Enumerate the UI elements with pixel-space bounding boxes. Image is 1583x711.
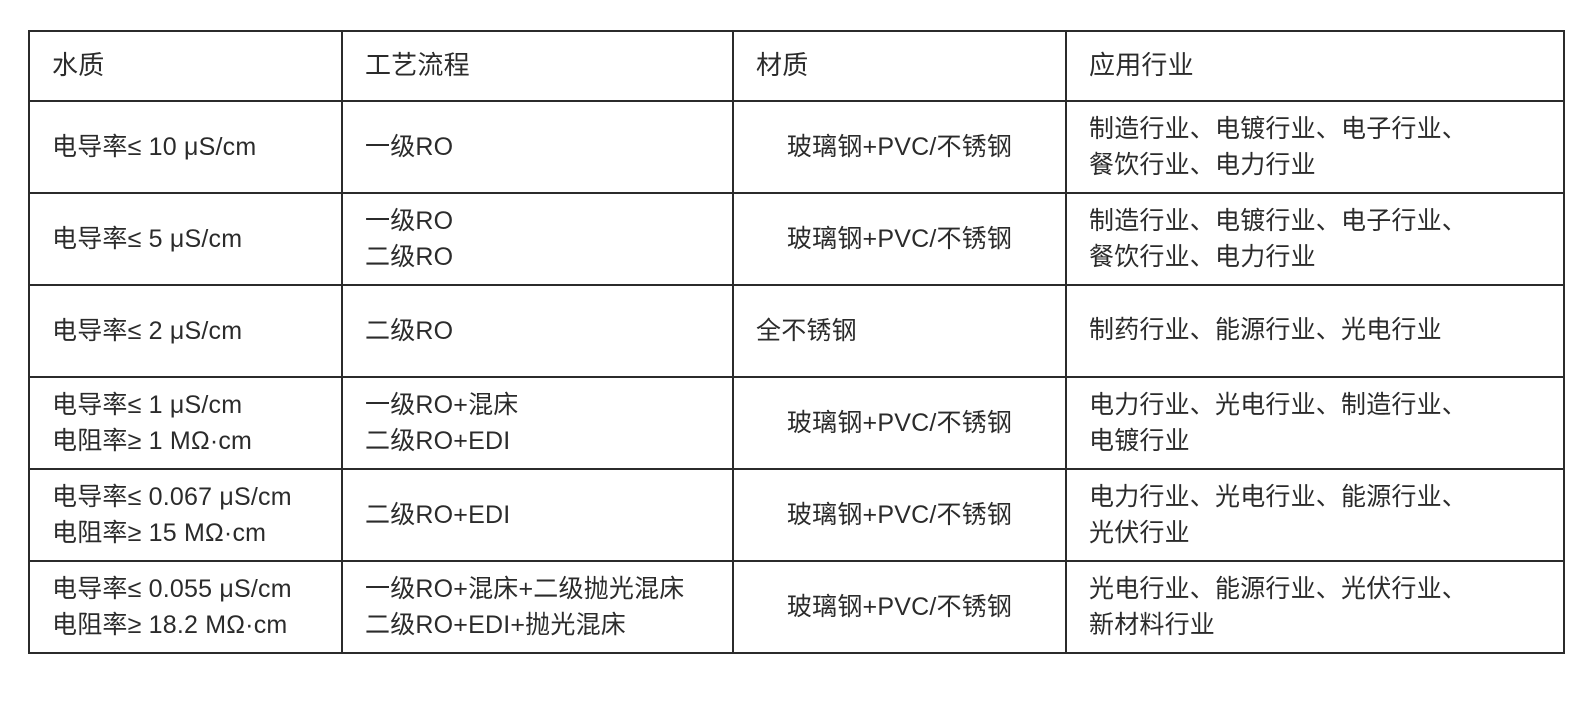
cell-text-line: 制药行业、能源行业、光电行业 <box>1089 316 1442 345</box>
cell-text-line: 全不锈钢 <box>756 316 857 345</box>
cell-industry: 光电行业、能源行业、光伏行业、 新材料行业 <box>1065 560 1565 654</box>
cell-water-quality: 电导率≤ 0.067 μS/cm 电阻率≥ 15 MΩ·cm <box>28 468 343 562</box>
column-header-water-quality: 水质 <box>28 30 343 102</box>
cell-text-line: 玻璃钢+PVC/不锈钢 <box>786 408 1013 437</box>
cell-material: 全不锈钢 <box>732 284 1067 378</box>
cell-industry: 制药行业、能源行业、光电行业 <box>1065 284 1565 378</box>
cell-industry: 制造行业、电镀行业、电子行业、 餐饮行业、电力行业 <box>1065 192 1565 286</box>
cell-text-line: 二级RO <box>365 316 454 345</box>
cell-text-line: 制造行业、电镀行业、电子行业、 <box>1089 206 1468 235</box>
cell-text-line: 制造行业、电镀行业、电子行业、 <box>1089 114 1468 143</box>
cell-water-quality: 电导率≤ 0.055 μS/cm 电阻率≥ 18.2 MΩ·cm <box>28 560 343 654</box>
cell-text-line: 餐饮行业、电力行业 <box>1089 243 1316 271</box>
cell-text-line: 电阻率≥ 18.2 MΩ·cm <box>52 611 288 639</box>
cell-text-line: 二级RO+EDI <box>365 500 511 529</box>
cell-text-line: 电导率≤ 0.055 μS/cm <box>52 574 292 603</box>
cell-text-line: 电阻率≥ 15 MΩ·cm <box>52 519 267 547</box>
cell-text-line: 餐饮行业、电力行业 <box>1089 151 1316 179</box>
cell-text-line: 电导率≤ 2 μS/cm <box>52 316 243 345</box>
cell-text-line: 电力行业、光电行业、能源行业、 <box>1089 482 1468 511</box>
cell-industry: 电力行业、光电行业、能源行业、 光伏行业 <box>1065 468 1565 562</box>
table-row: 电导率≤ 5 μS/cm 一级RO 二级RO 玻璃钢+PVC/不锈钢 制造行业、电镀行业… <box>28 192 1565 286</box>
cell-text-line: 二级RO+EDI+抛光混床 <box>365 611 626 639</box>
cell-text-line: 一级RO+混床 <box>365 390 519 419</box>
cell-material: 玻璃钢+PVC/不锈钢 <box>732 192 1067 286</box>
cell-water-quality: 电导率≤ 10 μS/cm <box>28 100 343 194</box>
cell-text-line: 电导率≤ 5 μS/cm <box>52 224 243 253</box>
cell-water-quality: 电导率≤ 5 μS/cm <box>28 192 343 286</box>
cell-text-line: 电导率≤ 0.067 μS/cm <box>52 482 292 511</box>
cell-text-line: 光电行业、能源行业、光伏行业、 <box>1089 574 1468 603</box>
cell-process-flow: 二级RO <box>341 284 734 378</box>
cell-process-flow: 一级RO 二级RO <box>341 192 734 286</box>
cell-text-line: 电镀行业 <box>1089 427 1190 455</box>
cell-text-line: 新材料行业 <box>1089 611 1216 639</box>
cell-text-line: 光伏行业 <box>1089 519 1190 547</box>
cell-industry: 制造行业、电镀行业、电子行业、 餐饮行业、电力行业 <box>1065 100 1565 194</box>
cell-material: 玻璃钢+PVC/不锈钢 <box>732 468 1067 562</box>
cell-process-flow: 一级RO+混床 二级RO+EDI <box>341 376 734 470</box>
cell-material: 玻璃钢+PVC/不锈钢 <box>732 560 1067 654</box>
cell-text-line: 玻璃钢+PVC/不锈钢 <box>786 592 1013 621</box>
table-row: 电导率≤ 1 μS/cm 电阻率≥ 1 MΩ·cm 一级RO+混床 二级RO+EDI 玻… <box>28 376 1565 470</box>
table-body: 电导率≤ 10 μS/cm 一级RO 玻璃钢+PVC/不锈钢 制造行业、电镀行业、电子… <box>28 100 1565 654</box>
cell-industry: 电力行业、光电行业、制造行业、 电镀行业 <box>1065 376 1565 470</box>
cell-water-quality: 电导率≤ 2 μS/cm <box>28 284 343 378</box>
cell-text-line: 二级RO+EDI <box>365 427 511 455</box>
cell-text-line: 电导率≤ 10 μS/cm <box>52 132 257 161</box>
cell-text-line: 电阻率≥ 1 MΩ·cm <box>52 427 253 455</box>
cell-text-line: 一级RO <box>365 206 454 235</box>
cell-text-line: 电导率≤ 1 μS/cm <box>52 390 243 419</box>
table-row: 电导率≤ 10 μS/cm 一级RO 玻璃钢+PVC/不锈钢 制造行业、电镀行业、电子… <box>28 100 1565 194</box>
cell-text-line: 玻璃钢+PVC/不锈钢 <box>786 500 1013 529</box>
cell-process-flow: 一级RO+混床+二级抛光混床 二级RO+EDI+抛光混床 <box>341 560 734 654</box>
cell-material: 玻璃钢+PVC/不锈钢 <box>732 100 1067 194</box>
column-header-process-flow: 工艺流程 <box>341 30 734 102</box>
cell-water-quality: 电导率≤ 1 μS/cm 电阻率≥ 1 MΩ·cm <box>28 376 343 470</box>
table-row: 电导率≤ 0.055 μS/cm 电阻率≥ 18.2 MΩ·cm 一级RO+混床+二… <box>28 560 1565 654</box>
table-row: 电导率≤ 2 μS/cm 二级RO 全不锈钢 制药行业、能源行业、光电行业 <box>28 284 1565 378</box>
cell-material: 玻璃钢+PVC/不锈钢 <box>732 376 1067 470</box>
cell-text-line: 二级RO <box>365 243 454 271</box>
cell-text-line: 电力行业、光电行业、制造行业、 <box>1089 390 1468 419</box>
water-quality-spec-table: 水质 工艺流程 材质 应用行业 电导率≤ 10 μS/cm 一级RO 玻璃钢+PVC… <box>28 30 1565 654</box>
cell-text-line: 玻璃钢+PVC/不锈钢 <box>786 132 1013 161</box>
cell-text-line: 玻璃钢+PVC/不锈钢 <box>786 224 1013 253</box>
table-header: 水质 工艺流程 材质 应用行业 <box>28 30 1565 102</box>
cell-text-line: 一级RO+混床+二级抛光混床 <box>365 574 685 603</box>
column-header-material: 材质 <box>732 30 1067 102</box>
table-header-row: 水质 工艺流程 材质 应用行业 <box>28 30 1565 102</box>
column-header-industry: 应用行业 <box>1065 30 1565 102</box>
cell-process-flow: 二级RO+EDI <box>341 468 734 562</box>
cell-text-line: 一级RO <box>365 132 454 161</box>
table-row: 电导率≤ 0.067 μS/cm 电阻率≥ 15 MΩ·cm 二级RO+EDI 玻璃钢… <box>28 468 1565 562</box>
cell-process-flow: 一级RO <box>341 100 734 194</box>
